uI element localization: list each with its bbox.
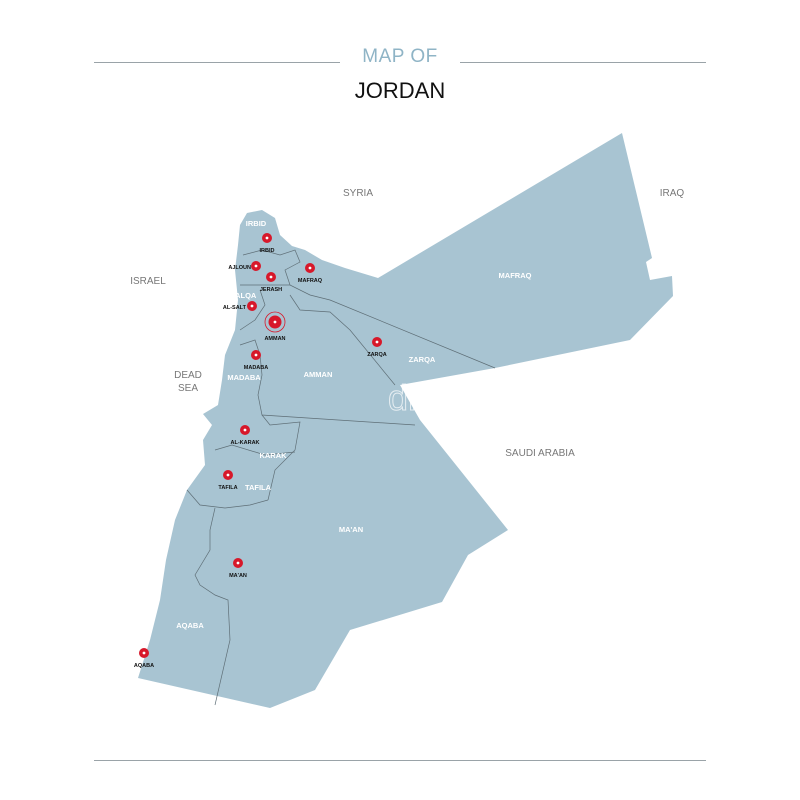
region-label: KARAK	[259, 451, 287, 460]
pin-center-icon	[254, 264, 258, 268]
pin-center-icon	[236, 561, 240, 565]
pin-center-icon	[375, 340, 379, 344]
country-label: SEA	[178, 383, 198, 394]
city-label: AL-KARAK	[230, 440, 259, 446]
city-label: MADABA	[244, 365, 268, 371]
city-label: MA'AN	[229, 573, 247, 579]
title-line-1: MAP OF	[362, 46, 438, 67]
border-karak-tafila	[214, 444, 296, 456]
pin-center-icon	[273, 320, 277, 324]
border-karak	[261, 414, 301, 501]
region-label: IRBID	[246, 219, 267, 228]
city-marker[interactable]: AMMAN	[264, 311, 286, 342]
pin-center-icon	[269, 275, 273, 279]
city-label: JERASH	[260, 287, 282, 293]
region-label: BALQA	[230, 291, 257, 300]
city-marker[interactable]: TAFILA	[218, 470, 238, 491]
country-label: SYRIA	[343, 188, 373, 199]
watermark-logo: dreamstime	[388, 377, 576, 418]
city-label: AJLOUN	[228, 265, 251, 271]
border-irbid	[242, 249, 301, 286]
border-mafraq-zarqa	[240, 284, 496, 369]
country-label: IRAQ	[660, 188, 685, 199]
region-label: AQABA	[176, 621, 204, 630]
bottom-rule	[94, 760, 706, 761]
city-label: AQABA	[134, 663, 154, 669]
city-marker[interactable]: IRBID	[260, 233, 275, 254]
country-label: SAUDI ARABIA	[505, 448, 575, 459]
country-labels: SYRIA IRAQ ISRAEL DEAD SEA SAUDI ARABIA	[130, 188, 684, 459]
city-marker[interactable]: MA'AN	[229, 558, 247, 579]
border-zarqa-amman	[289, 294, 396, 386]
pin-center-icon	[308, 266, 312, 270]
title-rule-left	[94, 62, 340, 63]
governorate-borders	[186, 249, 496, 706]
region-label: TAFILA	[245, 483, 272, 492]
border-tafila-maan	[186, 489, 269, 509]
capital-ring-icon	[264, 311, 286, 333]
city-markers: IRBID AJLOUN JERASH MAFRAQ AL-SALT AMMAN ZARQA…	[134, 233, 387, 669]
region-label: MA'AN	[339, 525, 363, 534]
city-marker[interactable]: MADABA	[244, 350, 268, 371]
border-balqa	[239, 289, 266, 331]
pin-center-icon	[250, 304, 254, 308]
region-label: MAFRAQ	[499, 271, 532, 280]
city-marker[interactable]: AJLOUN	[228, 261, 261, 271]
border-aqaba-maan	[194, 507, 231, 706]
city-label: AMMAN	[264, 336, 285, 342]
city-label: IRBID	[260, 248, 275, 254]
city-label: ZARQA	[367, 352, 387, 358]
city-label: AL-SALT	[223, 305, 247, 311]
city-marker[interactable]: AL-SALT	[223, 301, 257, 311]
city-marker[interactable]: AQABA	[134, 648, 154, 669]
country-label: DEAD	[174, 370, 202, 381]
city-label: TAFILA	[218, 485, 237, 491]
jordan-land	[138, 133, 673, 708]
region-label: ZARQA	[409, 355, 436, 364]
region-label: AMMAN	[304, 370, 333, 379]
city-marker[interactable]: AL-KARAK	[230, 425, 260, 446]
region-label: MADABA	[227, 373, 261, 382]
city-marker[interactable]: MAFRAQ	[298, 263, 323, 284]
title-line-2: JORDAN	[354, 78, 446, 103]
city-label: MAFRAQ	[298, 278, 323, 284]
country-label: ISRAEL	[130, 276, 166, 287]
pin-center-icon	[142, 651, 146, 655]
city-marker[interactable]: JERASH	[260, 272, 282, 293]
pin-center-icon	[226, 473, 230, 477]
pin-center-icon	[243, 428, 247, 432]
title-rule-right	[460, 62, 706, 63]
pin-center-icon	[265, 236, 269, 240]
region-labels: IRBID BALQA MAFRAQ ZARQA AMMAN MADABA KARAK TAF…	[176, 219, 531, 630]
city-marker[interactable]: ZARQA	[367, 337, 387, 358]
pin-center-icon	[254, 353, 258, 357]
